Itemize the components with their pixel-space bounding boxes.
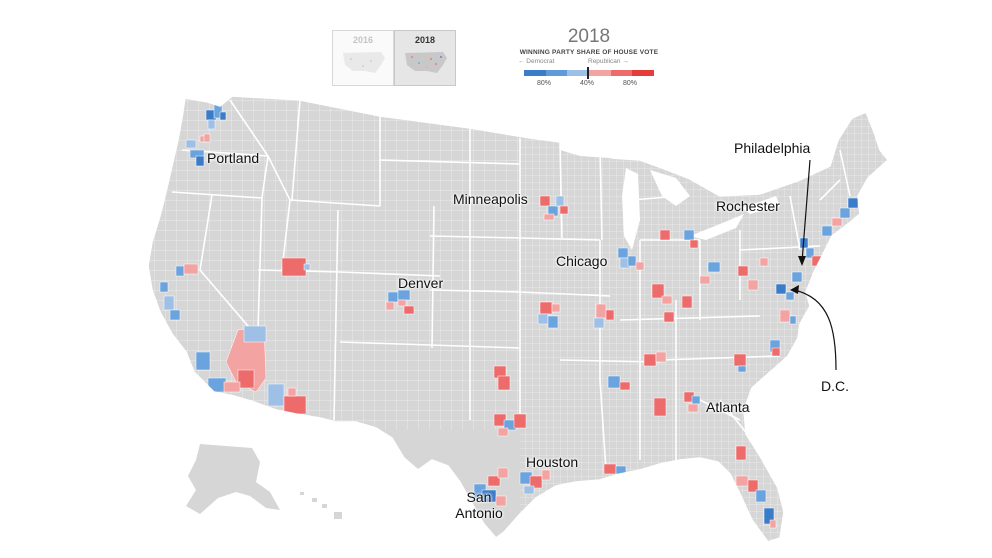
great-lakes xyxy=(560,142,780,250)
city-label-dc: D.C. xyxy=(821,378,849,394)
year-toggle-label: 2016 xyxy=(352,35,374,45)
city-label-houston: Houston xyxy=(526,454,579,470)
legend-republican-label: Republican → xyxy=(588,58,629,65)
city-label-portland: Portland xyxy=(207,150,260,166)
legend-democrat-label: ← Democrat xyxy=(518,58,555,65)
legend-tick: 80% xyxy=(537,80,552,87)
mini-map-2016-icon xyxy=(343,52,385,73)
legend-swatch xyxy=(610,70,633,76)
city-label-chicago: Chicago xyxy=(556,253,608,269)
legend-midpoint-marker xyxy=(587,67,589,79)
hawaii-shape xyxy=(300,492,342,519)
legend-swatch xyxy=(524,70,546,76)
mini-map-2018-icon xyxy=(405,52,447,73)
city-label-san-antonio: San Antonio xyxy=(455,489,503,521)
legend-swatch xyxy=(567,70,590,76)
legend-tick: 40% xyxy=(580,80,595,87)
year-toggle-label: 2018 xyxy=(414,35,436,45)
year-toggle-2016[interactable]: 2016 xyxy=(332,30,394,86)
city-label-atlanta: Atlanta xyxy=(706,399,750,415)
legend-swatch xyxy=(632,70,655,76)
county-shading xyxy=(159,103,859,529)
legend-year: 2018 xyxy=(567,26,611,47)
city-label-rochester: Rochester xyxy=(716,198,780,214)
legend-tick: 80% xyxy=(623,80,638,87)
city-label-minneapolis: Minneapolis xyxy=(453,191,528,207)
dc-pointer xyxy=(790,285,837,371)
philadelphia-pointer xyxy=(798,159,811,266)
state-borders xyxy=(171,99,851,471)
year-toggle-2018[interactable]: 2018 xyxy=(394,30,456,86)
vote-share-legend: 2018 WINNING PARTY SHARE OF HOUSE VOTE ←… xyxy=(506,26,672,90)
legend-color-scale xyxy=(524,67,655,79)
legend-swatch xyxy=(589,70,611,76)
legend-swatch xyxy=(545,70,568,76)
alaska-shape xyxy=(186,444,280,514)
city-label-philadelphia: Philadelphia xyxy=(734,140,811,156)
legend-title: WINNING PARTY SHARE OF HOUSE VOTE xyxy=(519,49,659,56)
city-label-denver: Denver xyxy=(398,275,444,291)
